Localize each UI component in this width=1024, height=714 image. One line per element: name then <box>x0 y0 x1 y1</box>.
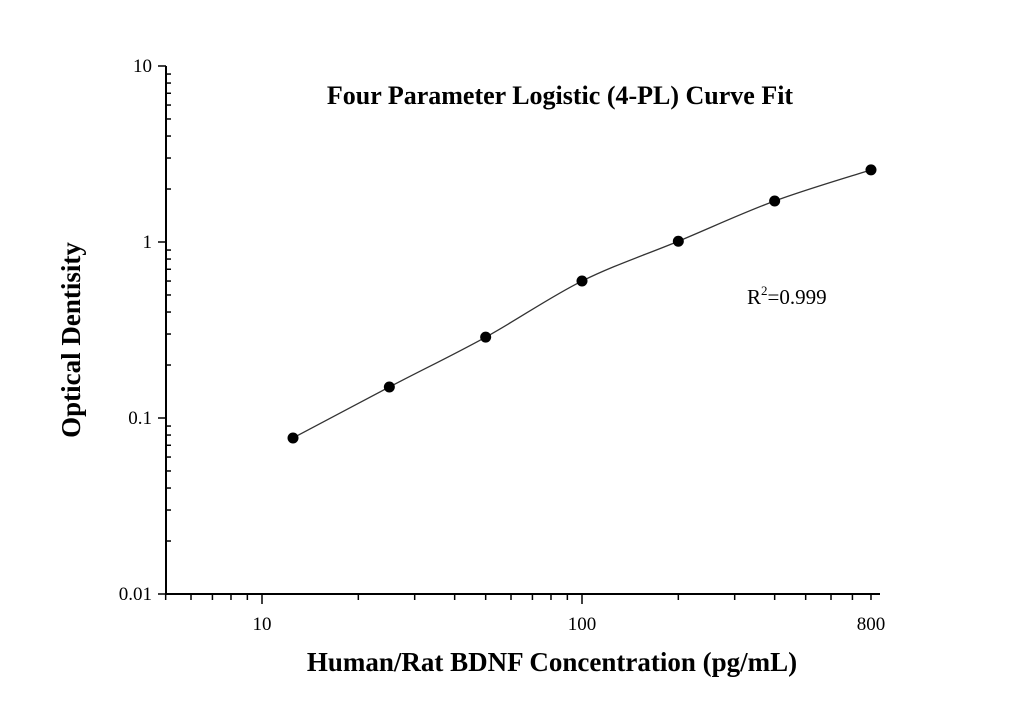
x-tick-label: 100 <box>568 614 597 635</box>
y-tick-label: 1 <box>143 232 153 253</box>
data-point <box>672 235 684 247</box>
data-point <box>865 164 877 176</box>
y-tick-label: 0.01 <box>119 584 152 605</box>
x-axis-title: Human/Rat BDNF Concentration (pg/mL) <box>307 647 797 677</box>
r2-value: =0.999 <box>768 285 827 309</box>
x-tick-label: 800 <box>857 614 886 635</box>
y-tick-label: 10 <box>133 56 152 77</box>
data-point <box>576 275 588 287</box>
data-point <box>480 331 492 343</box>
data-point <box>287 432 299 444</box>
y-axis-title: Optical Dentisity <box>56 242 86 438</box>
x-tick-label: 10 <box>253 614 272 635</box>
data-point <box>383 381 395 393</box>
r2-base: R <box>747 285 761 309</box>
axes <box>165 66 880 595</box>
y-tick-label: 0.1 <box>128 408 152 429</box>
tick-labels: 0.01 0.1 1 10 10 100 800 <box>119 56 885 635</box>
chart-title: Four Parameter Logistic (4-PL) Curve Fit <box>327 81 794 110</box>
r2-superscript: 2 <box>761 283 768 298</box>
data-point <box>769 195 781 207</box>
r-squared-annotation: R2=0.999 <box>747 283 827 309</box>
axis-ticks <box>158 65 872 604</box>
data-points <box>287 164 877 444</box>
